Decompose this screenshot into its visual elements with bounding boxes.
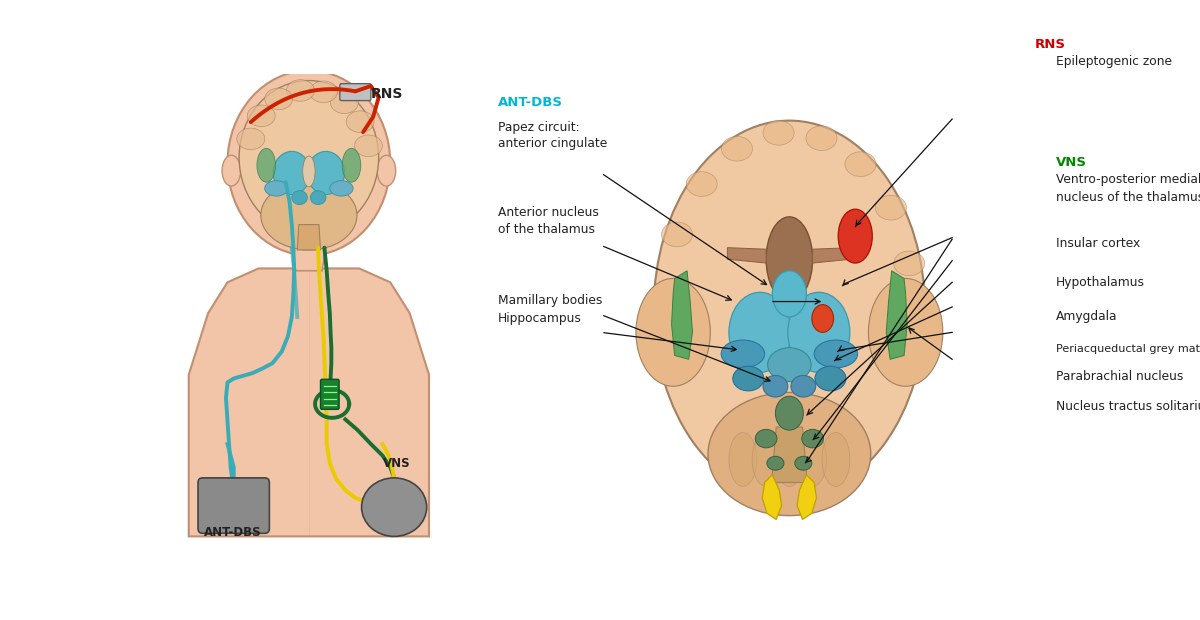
Ellipse shape [752, 433, 780, 486]
Ellipse shape [794, 456, 812, 470]
Ellipse shape [773, 271, 806, 317]
Ellipse shape [791, 376, 816, 397]
Ellipse shape [292, 191, 307, 205]
Ellipse shape [766, 217, 812, 301]
FancyBboxPatch shape [320, 379, 340, 409]
Polygon shape [762, 475, 781, 520]
Text: Periacqueductal grey matter: Periacqueductal grey matter [1056, 344, 1200, 354]
Text: RNS: RNS [371, 87, 403, 102]
Text: Papez circuit:: Papez circuit: [498, 121, 580, 133]
Ellipse shape [311, 191, 326, 205]
Ellipse shape [768, 348, 811, 382]
Polygon shape [772, 427, 808, 482]
Ellipse shape [302, 156, 316, 187]
Text: Nucleus tractus solitarius: Nucleus tractus solitarius [1056, 400, 1200, 412]
Ellipse shape [869, 278, 943, 386]
Ellipse shape [814, 340, 858, 368]
Ellipse shape [686, 172, 718, 197]
Text: Parabrachial nucleus: Parabrachial nucleus [1056, 371, 1183, 383]
Ellipse shape [654, 121, 925, 498]
Ellipse shape [822, 433, 850, 486]
Ellipse shape [721, 340, 764, 368]
Ellipse shape [728, 433, 757, 486]
Ellipse shape [806, 126, 836, 151]
Ellipse shape [239, 81, 379, 234]
FancyBboxPatch shape [340, 84, 371, 100]
Ellipse shape [310, 81, 337, 102]
Text: Epileptogenic zone: Epileptogenic zone [1056, 56, 1172, 68]
Polygon shape [188, 268, 430, 536]
Ellipse shape [788, 292, 850, 373]
Ellipse shape [661, 222, 692, 247]
Polygon shape [727, 247, 766, 263]
Ellipse shape [636, 278, 710, 386]
Text: Amygdala: Amygdala [1056, 310, 1117, 322]
Text: Mamillary bodies: Mamillary bodies [498, 294, 602, 307]
Ellipse shape [354, 135, 383, 157]
Text: Hippocampus: Hippocampus [498, 312, 582, 324]
Text: ANT-DBS: ANT-DBS [204, 526, 262, 539]
Ellipse shape [228, 71, 390, 255]
FancyBboxPatch shape [198, 478, 269, 533]
Ellipse shape [812, 304, 834, 332]
Polygon shape [812, 247, 851, 263]
Ellipse shape [236, 128, 265, 149]
Text: VNS: VNS [383, 457, 410, 470]
Text: Anterior nucleus: Anterior nucleus [498, 206, 599, 218]
Polygon shape [298, 224, 320, 250]
Ellipse shape [755, 430, 776, 448]
Ellipse shape [763, 376, 788, 397]
Ellipse shape [721, 136, 752, 161]
Text: RNS: RNS [1034, 38, 1066, 51]
Ellipse shape [894, 251, 925, 276]
Ellipse shape [728, 292, 791, 373]
Ellipse shape [845, 152, 876, 177]
Ellipse shape [876, 195, 906, 220]
Ellipse shape [775, 433, 803, 486]
Ellipse shape [260, 180, 356, 250]
Ellipse shape [330, 180, 353, 196]
Text: Hypothalamus: Hypothalamus [1056, 276, 1145, 288]
Text: Ventro-posterior medial: Ventro-posterior medial [1056, 174, 1200, 186]
Ellipse shape [342, 148, 361, 182]
Ellipse shape [839, 209, 872, 263]
Ellipse shape [767, 456, 784, 470]
Ellipse shape [265, 180, 288, 196]
Polygon shape [672, 271, 692, 360]
Polygon shape [797, 475, 816, 520]
Ellipse shape [775, 396, 803, 430]
Ellipse shape [247, 105, 275, 126]
Ellipse shape [307, 151, 344, 195]
Ellipse shape [708, 392, 871, 516]
Text: VNS: VNS [1056, 156, 1087, 169]
Text: anterior cingulate: anterior cingulate [498, 138, 607, 150]
Ellipse shape [799, 433, 827, 486]
Text: Insular cortex: Insular cortex [1056, 237, 1140, 250]
Text: nucleus of the thalamus: nucleus of the thalamus [1056, 191, 1200, 203]
Ellipse shape [222, 155, 241, 186]
Ellipse shape [265, 88, 293, 110]
Ellipse shape [287, 80, 314, 101]
Text: ANT-DBS: ANT-DBS [498, 96, 563, 108]
Ellipse shape [361, 478, 427, 536]
Text: of the thalamus: of the thalamus [498, 223, 595, 236]
Ellipse shape [330, 92, 359, 113]
Ellipse shape [257, 148, 276, 182]
Ellipse shape [802, 430, 823, 448]
Ellipse shape [763, 120, 794, 145]
Ellipse shape [815, 366, 846, 391]
Ellipse shape [733, 366, 764, 391]
Ellipse shape [346, 111, 374, 133]
Polygon shape [292, 247, 326, 271]
Ellipse shape [274, 151, 311, 195]
Ellipse shape [377, 155, 396, 186]
Polygon shape [887, 271, 907, 360]
